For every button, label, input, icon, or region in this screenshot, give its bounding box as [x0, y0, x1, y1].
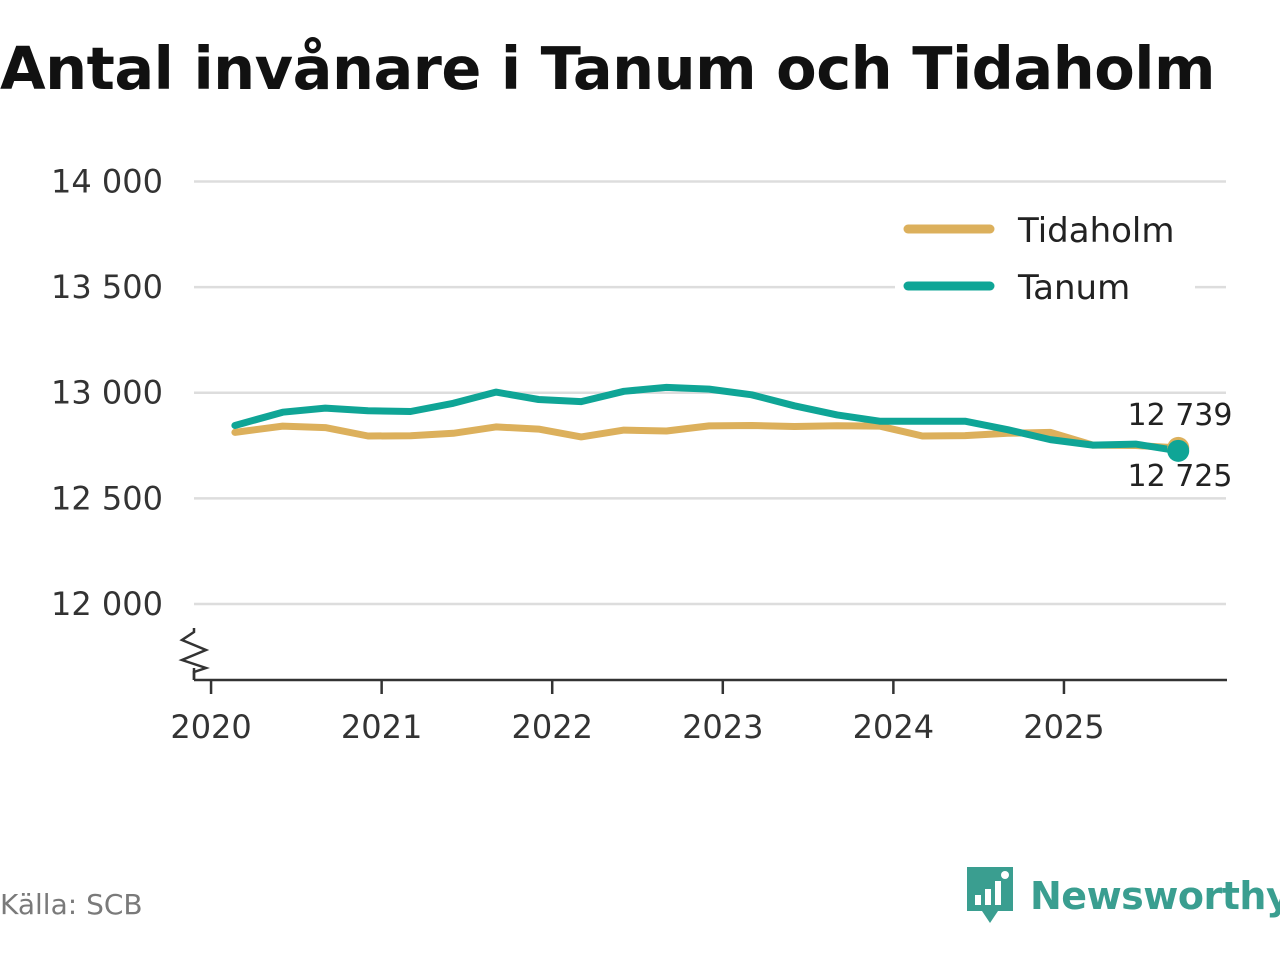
brand-logo: Newsworthy [964, 864, 1280, 928]
y-axis-ticks: 12 000 12 500 13 000 13 500 14 000 [51, 163, 163, 623]
source-label: Källa: SCB [0, 888, 143, 921]
end-label-tidaholm: 12 739 [1128, 398, 1233, 433]
y-tick-label: 12 500 [51, 479, 163, 517]
end-labels: 12 739 12 725 [1128, 398, 1233, 494]
x-tick-label: 2020 [170, 708, 251, 746]
chart-title: Antal invånare i Tanum och Tidaholm [0, 34, 1215, 103]
legend: Tidaholm Tanum [895, 200, 1195, 310]
newsworthy-logo-icon [967, 867, 1013, 923]
x-tick-label: 2024 [853, 708, 934, 746]
x-axis-ticks: 2020 2021 2022 2023 2024 2025 [170, 680, 1105, 746]
brand-name: Newsworthy [1030, 874, 1280, 918]
x-tick-label: 2023 [682, 708, 763, 746]
axes [178, 628, 1227, 682]
y-tick-label: 13 000 [51, 374, 163, 412]
legend-label-tidaholm: Tidaholm [1017, 211, 1175, 251]
series-line-tanum [231, 383, 1182, 455]
x-tick-label: 2022 [511, 708, 592, 746]
y-tick-label: 13 500 [51, 268, 163, 306]
legend-background [895, 200, 1195, 310]
legend-label-tanum: Tanum [1017, 268, 1130, 308]
end-label-tanum: 12 725 [1128, 459, 1233, 494]
y-tick-label: 14 000 [51, 163, 163, 201]
x-tick-label: 2025 [1023, 708, 1104, 746]
y-tick-label: 12 000 [51, 585, 163, 623]
series-group [231, 383, 1190, 462]
end-point-tanum [1167, 439, 1190, 462]
x-tick-label: 2021 [341, 708, 422, 746]
axis-break-icon [178, 628, 210, 680]
